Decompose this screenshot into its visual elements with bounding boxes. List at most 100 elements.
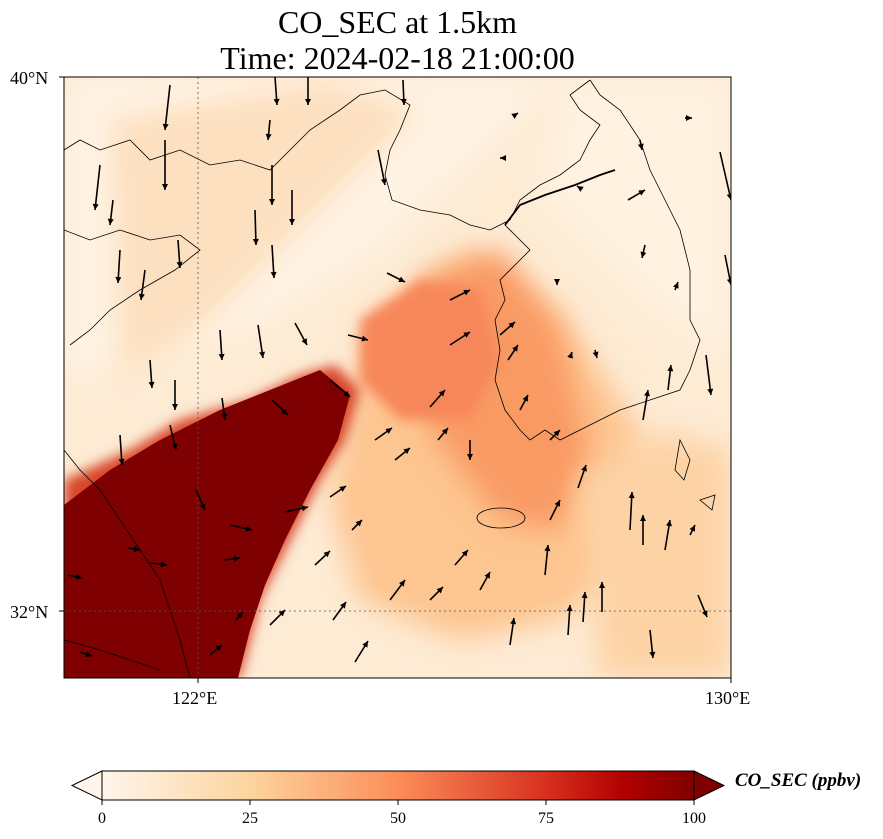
wind-vector-head — [581, 465, 587, 472]
wind-vector-head — [441, 428, 448, 435]
colorbar-tick-0: 0 — [98, 810, 106, 827]
wind-vector — [705, 354, 712, 396]
map-frame — [63, 76, 732, 679]
wind-vectors — [67, 77, 731, 663]
wind-vector-head — [236, 612, 243, 619]
wind-vector-head — [115, 276, 122, 283]
wind-vector-head — [554, 500, 560, 507]
wind-vector-head — [726, 193, 731, 200]
wind-vector-head — [398, 276, 405, 282]
wind-vector-head — [508, 322, 515, 329]
wind-vector-head — [640, 251, 647, 258]
wind-vector-head — [245, 525, 252, 532]
wind-vector-head — [172, 404, 178, 410]
wind-vector — [629, 491, 633, 531]
wind-vector-head — [362, 641, 368, 648]
wind-vector-head — [273, 98, 280, 105]
wind-vector-head — [221, 413, 228, 420]
wind-vector-head — [215, 645, 222, 652]
wind-vector-head — [361, 335, 368, 342]
wind-vector-head — [148, 381, 155, 388]
wind-vector — [164, 84, 171, 131]
wind-vector-head — [400, 98, 407, 105]
wind-vector-head — [160, 561, 167, 568]
wind-vector-head — [199, 503, 206, 510]
wind-vector-head — [339, 486, 346, 492]
concentration-field — [64, 77, 731, 678]
wind-vector-head — [233, 555, 240, 562]
lat-label-32n: 32°N — [10, 602, 49, 622]
wind-vector-head — [640, 515, 646, 521]
wind-vector-head — [637, 143, 644, 150]
wind-vector-head — [265, 133, 272, 140]
wind-vector-head — [484, 572, 490, 579]
colorbar-label: CO_SEC (ppbv) — [735, 770, 862, 791]
colorbar-tick-50: 50 — [390, 810, 406, 827]
wind-vector-head — [218, 353, 225, 360]
wind-vector-head — [667, 365, 674, 372]
wind-vector-head — [638, 190, 645, 196]
wind-vector-head — [701, 610, 708, 617]
wind-vector-head — [107, 218, 114, 225]
map-title: CO_SEC at 1.5km — [277, 4, 518, 40]
wind-vector-head — [461, 550, 468, 557]
wind-vector-head — [92, 203, 99, 210]
wind-vector-head — [566, 605, 573, 612]
lat-label-40n: 40°N — [10, 68, 49, 88]
wind-vector-head — [522, 395, 528, 402]
wind-vector-head — [355, 520, 362, 527]
wind-vector-head — [281, 408, 288, 415]
wind-vector-head — [380, 178, 387, 185]
wind-vector-head — [171, 443, 178, 450]
wind-vector-head — [269, 199, 275, 205]
wind-vector-head — [512, 345, 518, 352]
wind-vector-head — [577, 186, 584, 192]
wind-vector-head — [467, 454, 473, 460]
wind-vector-head — [270, 271, 277, 278]
wind-vector-head — [75, 573, 82, 580]
wind-vector-head — [726, 278, 731, 285]
wind-vector-head — [438, 390, 445, 397]
wind-vector-head — [162, 184, 168, 190]
wind-vector-head — [599, 582, 605, 588]
wind-vector-head — [673, 282, 679, 289]
wind-vector-head — [278, 610, 285, 617]
wind-vector-head — [567, 352, 573, 359]
map-subtitle-time: Time: 2024-02-18 21:00:00 — [220, 40, 575, 76]
wind-vector-head — [252, 238, 259, 245]
lon-label-130e: 130°E — [705, 688, 751, 708]
wind-vector-head — [463, 290, 470, 296]
wind-vector-head — [649, 651, 656, 658]
wind-vector-head — [511, 113, 518, 119]
wind-vector-head — [301, 338, 307, 345]
colorbar-tick-100: 100 — [682, 810, 706, 827]
wind-vector-head — [510, 618, 517, 625]
wind-vector-head — [133, 546, 140, 552]
wind-vector-head — [592, 351, 599, 358]
wind-vector-head — [436, 587, 443, 594]
wind-vector-head — [403, 448, 410, 455]
wind-vector-head — [323, 551, 330, 558]
wind-vector-head — [707, 388, 714, 395]
wind-vector-head — [176, 261, 183, 268]
wind-vector-head — [554, 279, 560, 285]
wind-vector-head — [301, 505, 308, 512]
colorbar — [70, 770, 726, 805]
wind-vector-head — [162, 123, 169, 130]
colorbar-tick-75: 75 — [538, 810, 554, 827]
wind-vector-head — [399, 580, 405, 587]
wind-vector-head — [581, 592, 588, 599]
wind-vector-head — [628, 492, 635, 499]
wind-vector-head — [666, 520, 672, 527]
wind-vector-head — [305, 99, 311, 105]
colorbar-tick-25: 25 — [242, 810, 258, 827]
wind-vector — [719, 151, 731, 201]
wind-vector-head — [85, 651, 92, 657]
gridlines — [64, 77, 731, 678]
wind-vector-head — [553, 430, 560, 437]
wind-vector-head — [500, 155, 506, 161]
wind-vector-head — [340, 602, 346, 609]
wind-vector-head — [118, 458, 125, 465]
wind-vector-head — [385, 428, 392, 434]
